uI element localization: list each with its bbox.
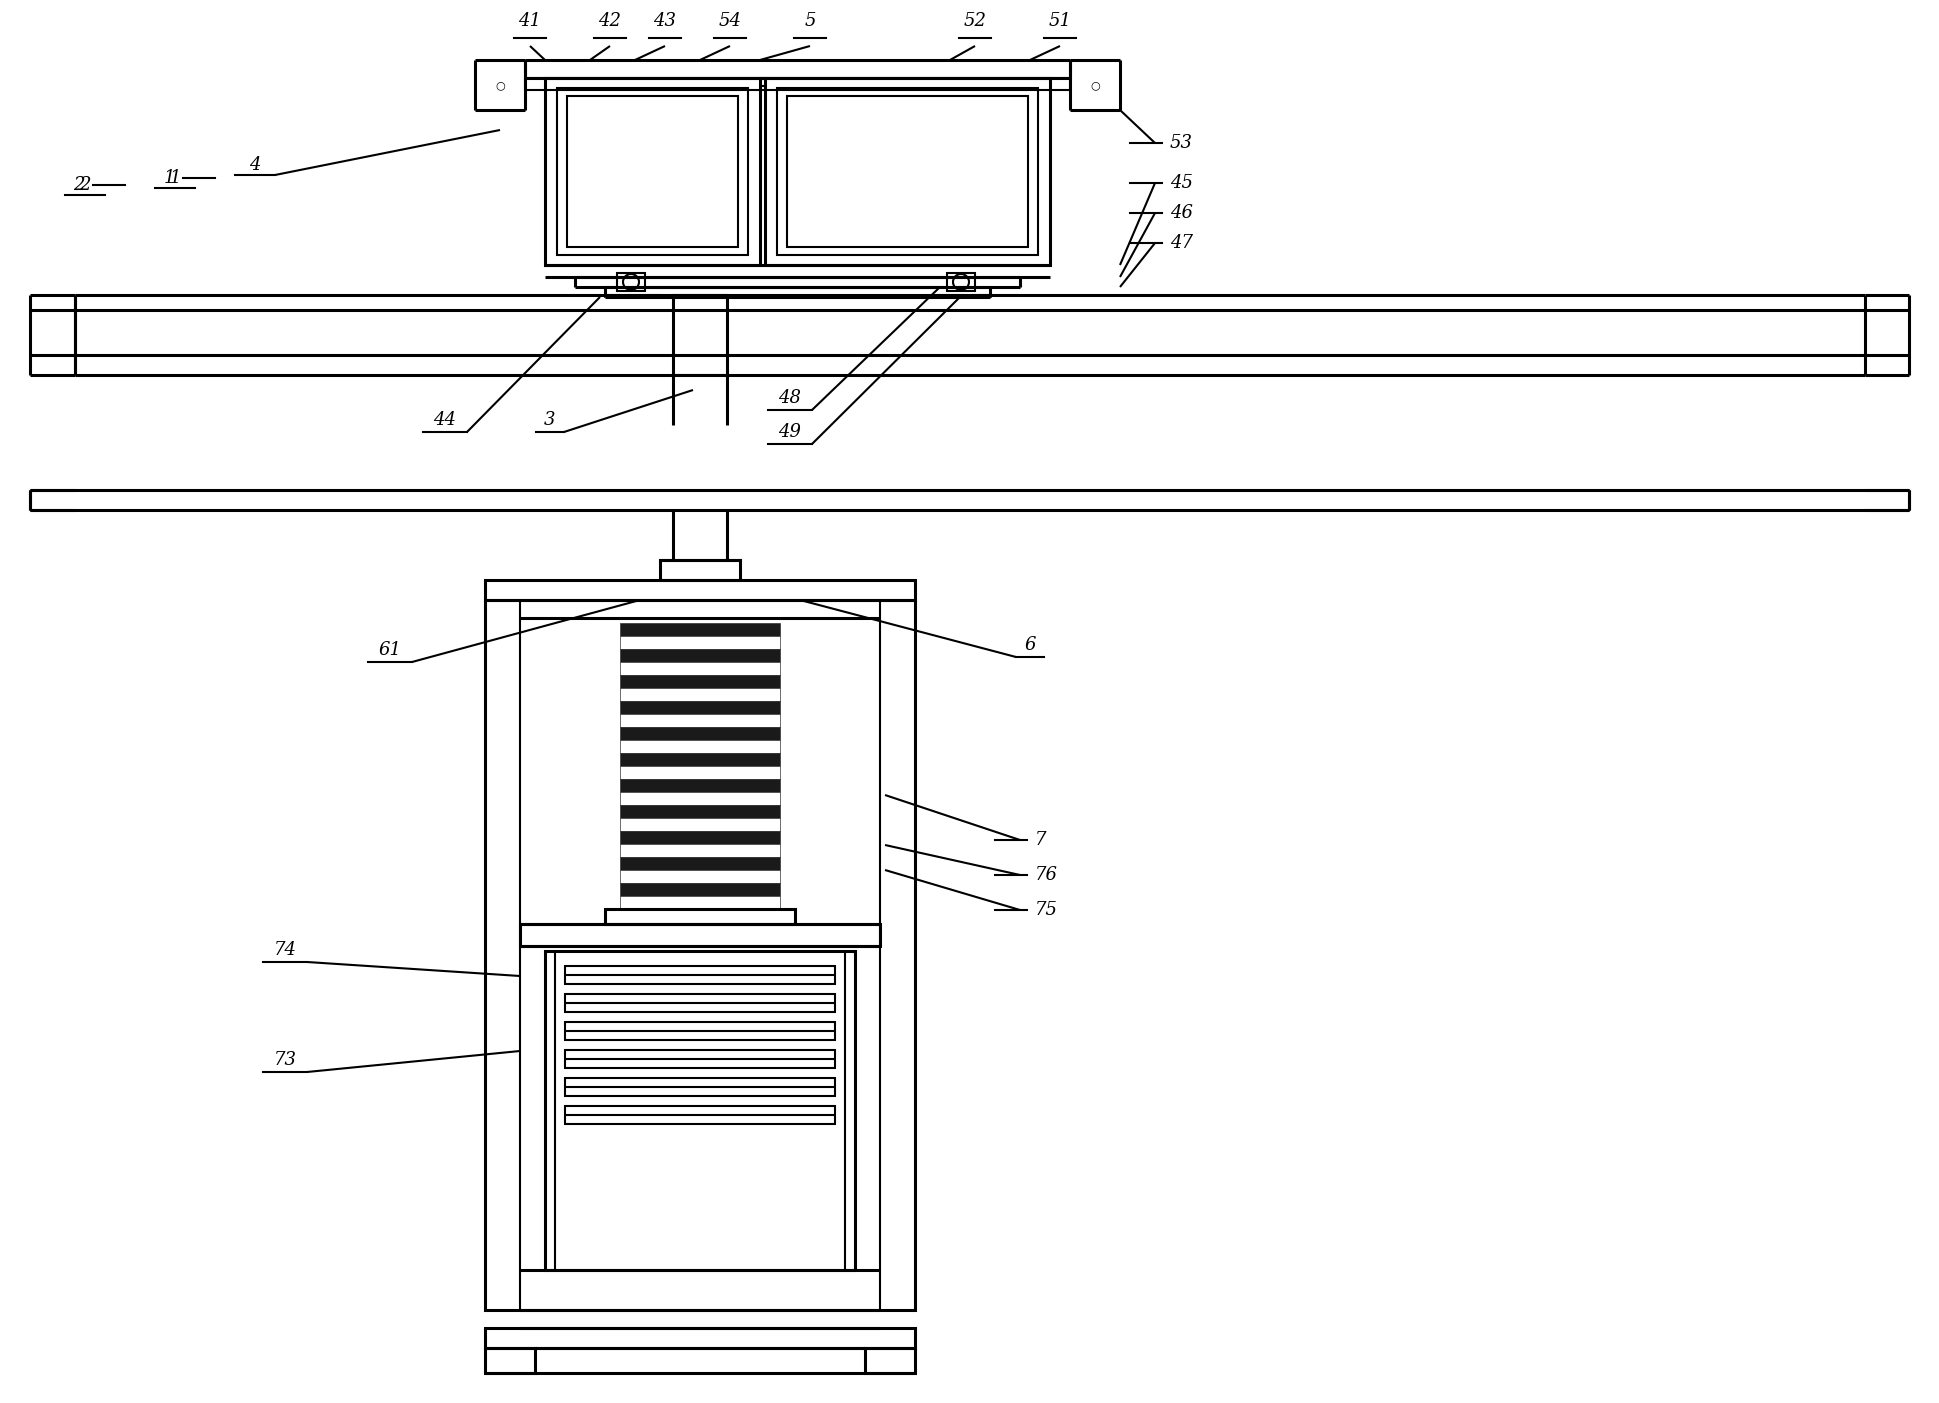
- Text: 7: 7: [1035, 831, 1047, 849]
- Bar: [545, 951, 855, 1270]
- Bar: [485, 1348, 535, 1374]
- Text: ○: ○: [1090, 80, 1099, 90]
- Bar: [620, 818, 779, 831]
- Bar: [620, 662, 779, 675]
- Text: 6: 6: [1024, 636, 1035, 654]
- Text: 73: 73: [273, 1051, 297, 1069]
- Text: 4: 4: [250, 156, 260, 174]
- Bar: [564, 967, 836, 984]
- Bar: [564, 1021, 836, 1040]
- Bar: [620, 779, 779, 793]
- Text: 2: 2: [79, 175, 91, 194]
- Bar: [620, 857, 779, 870]
- Text: 74: 74: [273, 941, 297, 960]
- Bar: [620, 831, 779, 845]
- Text: 45: 45: [1169, 174, 1192, 192]
- Bar: [620, 753, 779, 766]
- Bar: [620, 793, 779, 805]
- Bar: [620, 727, 779, 739]
- Bar: [620, 650, 779, 662]
- Text: 1: 1: [169, 168, 180, 187]
- Bar: [545, 79, 760, 265]
- Bar: [485, 600, 915, 1310]
- Text: 75: 75: [1035, 901, 1059, 919]
- Text: 53: 53: [1169, 135, 1192, 152]
- Bar: [564, 993, 836, 1012]
- Bar: [946, 274, 975, 290]
- Text: 48: 48: [778, 389, 801, 407]
- Bar: [865, 1348, 915, 1374]
- Text: 44: 44: [434, 411, 456, 429]
- Bar: [566, 95, 739, 247]
- Bar: [620, 805, 779, 818]
- Bar: [620, 766, 779, 779]
- Bar: [620, 845, 779, 857]
- Bar: [778, 88, 1037, 255]
- Bar: [520, 925, 880, 946]
- Bar: [766, 79, 1051, 265]
- Text: 61: 61: [378, 641, 401, 659]
- Bar: [556, 88, 748, 255]
- Text: 76: 76: [1035, 866, 1059, 884]
- Bar: [620, 675, 779, 687]
- Bar: [617, 274, 646, 290]
- Bar: [564, 1106, 836, 1124]
- Bar: [620, 714, 779, 727]
- Bar: [620, 897, 779, 909]
- Bar: [605, 909, 795, 925]
- Text: 41: 41: [518, 13, 541, 29]
- Text: 42: 42: [599, 13, 622, 29]
- Text: 2: 2: [74, 175, 85, 194]
- Text: 47: 47: [1169, 234, 1192, 253]
- Text: 1: 1: [163, 168, 175, 187]
- Bar: [620, 739, 779, 753]
- Bar: [564, 1078, 836, 1096]
- Text: 43: 43: [653, 13, 677, 29]
- Bar: [620, 623, 779, 636]
- Text: 52: 52: [964, 13, 987, 29]
- Bar: [620, 687, 779, 702]
- Text: 51: 51: [1049, 13, 1072, 29]
- Bar: [620, 870, 779, 882]
- Bar: [485, 579, 915, 600]
- Bar: [620, 702, 779, 714]
- Bar: [620, 636, 779, 650]
- Bar: [659, 560, 741, 579]
- Text: 3: 3: [545, 411, 556, 429]
- Bar: [787, 95, 1028, 247]
- Text: 5: 5: [805, 13, 816, 29]
- Text: 49: 49: [778, 422, 801, 441]
- Bar: [485, 1329, 915, 1348]
- Text: 54: 54: [719, 13, 741, 29]
- Text: 46: 46: [1169, 203, 1192, 222]
- Bar: [564, 1049, 836, 1068]
- Bar: [620, 882, 779, 897]
- Text: ○: ○: [494, 80, 504, 90]
